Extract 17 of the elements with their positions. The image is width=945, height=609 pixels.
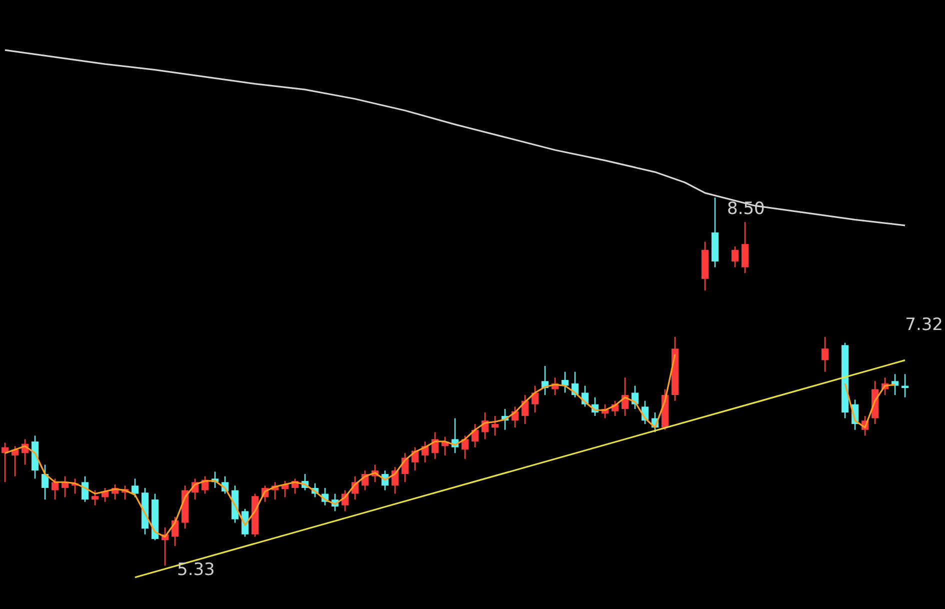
- candlestick: [732, 246, 738, 268]
- candlestick: [822, 336, 828, 372]
- candlestick: [462, 435, 468, 460]
- candlestick: [132, 478, 138, 498]
- candlestick: [42, 464, 48, 500]
- candlestick: [632, 385, 638, 410]
- candlestick: [92, 490, 98, 506]
- annotation: 7.32: [905, 315, 943, 336]
- candlestick: [82, 476, 88, 502]
- annotation: 8.50: [727, 199, 765, 220]
- candlestick: [492, 415, 498, 436]
- candlestick: [742, 221, 748, 274]
- annotation: 5.33: [177, 560, 215, 580]
- candlestick: [472, 423, 478, 448]
- candlestick: [532, 385, 538, 414]
- candlestick: [52, 478, 58, 500]
- candlestick: [902, 374, 908, 398]
